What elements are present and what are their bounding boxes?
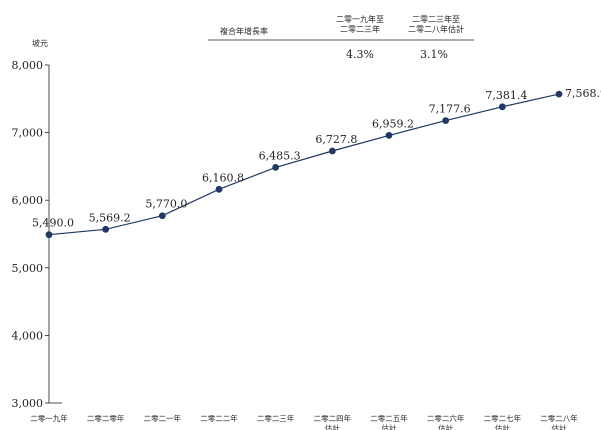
x-tick-label: 二零二四年估計 [314, 413, 352, 430]
y-axis-ticks: 3,000 4,000 5,000 6,000 7,000 8,000 [12, 59, 49, 410]
y-tick-label: 7,000 [12, 127, 44, 140]
data-point [498, 103, 506, 111]
y-tick-label: 6,000 [12, 194, 44, 207]
data-label: 6,727.8 [315, 133, 357, 146]
cagr-col2-header-line1: 二零二三年至 [412, 14, 460, 24]
data-point [385, 131, 393, 139]
data-points [45, 90, 563, 239]
data-label: 5,569.2 [89, 211, 131, 224]
data-point [45, 231, 53, 239]
data-labels: 5,490.0 5,569.2 5,770.0 6,160.8 6,485.3 6,727… [32, 87, 601, 230]
data-point [215, 185, 223, 193]
x-tick-label: 二零一九年 [30, 413, 68, 423]
x-tick-label: 二零二七年估計 [484, 413, 522, 430]
x-tick-label: 二零二二年 [200, 413, 238, 423]
data-label: 7,568.9 [565, 87, 601, 100]
cagr-table: 複合年增長率 二零一九年至 二零二三年 二零二三年至 二零二八年估計 4.3% … [208, 14, 474, 61]
data-label: 5,770.0 [145, 198, 187, 211]
data-label: 5,490.0 [32, 217, 74, 230]
data-point [272, 163, 280, 171]
x-tick-label: 二零二三年 [257, 413, 295, 423]
x-tick-label: 二零二零年 [87, 413, 125, 423]
y-tick-label: 4,000 [12, 329, 44, 342]
data-label: 6,485.3 [259, 149, 301, 162]
data-point [158, 212, 166, 220]
cagr-col1-header-line1: 二零一九年至 [336, 14, 384, 24]
y-tick-label: 3,000 [12, 397, 44, 410]
data-point [442, 117, 450, 124]
x-axis-labels: 二零一九年 二零二零年 二零二一年 二零二二年 二零二三年 二零二四年估計 二零二五年估計 二… [30, 413, 578, 430]
data-label: 6,160.8 [202, 171, 244, 184]
cagr-col1-value: 4.3% [346, 48, 374, 61]
cagr-col1-header-line2: 二零二三年 [340, 24, 380, 34]
y-axis-unit-label: 坡元 [32, 38, 48, 48]
data-point [328, 147, 336, 155]
series-line [48, 93, 560, 236]
data-point [555, 90, 563, 98]
data-label: 7,381.4 [485, 89, 527, 102]
cagr-row-label: 複合年增長率 [220, 26, 268, 36]
x-tick-label: 二零二五年估計 [370, 413, 408, 430]
data-point [102, 225, 110, 233]
cagr-col2-header-line2: 二零二八年估計 [408, 24, 464, 34]
data-label: 7,177.6 [429, 103, 471, 116]
x-tick-label: 二零二八年估計 [540, 413, 578, 430]
x-tick-label: 二零二六年估計 [427, 413, 465, 430]
y-tick-label: 5,000 [12, 262, 44, 275]
x-tick-label: 二零二一年 [144, 413, 182, 423]
cagr-col2-value: 3.1% [420, 48, 448, 61]
data-label: 6,959.2 [372, 117, 414, 130]
y-tick-label: 8,000 [12, 59, 44, 72]
